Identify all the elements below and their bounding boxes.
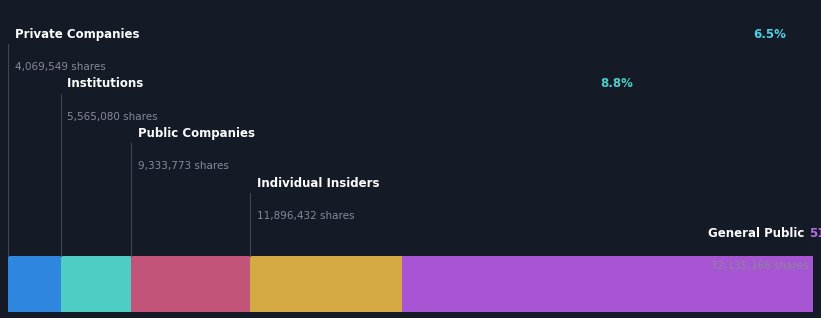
Text: 4,069,549 shares: 4,069,549 shares: [15, 62, 105, 72]
Text: 5,565,080 shares: 5,565,080 shares: [67, 112, 158, 121]
Text: Public Companies: Public Companies: [138, 127, 259, 140]
Text: 51.0%: 51.0%: [809, 227, 821, 240]
Text: Individual Insiders: Individual Insiders: [257, 177, 383, 190]
Text: 11,896,432 shares: 11,896,432 shares: [257, 211, 355, 221]
Bar: [131, 256, 250, 312]
Text: 8.8%: 8.8%: [600, 78, 633, 90]
Text: Private Companies: Private Companies: [15, 28, 144, 41]
Bar: [402, 256, 813, 312]
Text: 32,135,166 shares: 32,135,166 shares: [711, 261, 809, 271]
Text: Institutions: Institutions: [67, 78, 147, 90]
Text: 9,333,773 shares: 9,333,773 shares: [138, 162, 228, 171]
Bar: [61, 256, 131, 312]
Bar: [8, 256, 61, 312]
Bar: [250, 256, 402, 312]
Text: 6.5%: 6.5%: [753, 28, 787, 41]
Text: General Public: General Public: [709, 227, 809, 240]
